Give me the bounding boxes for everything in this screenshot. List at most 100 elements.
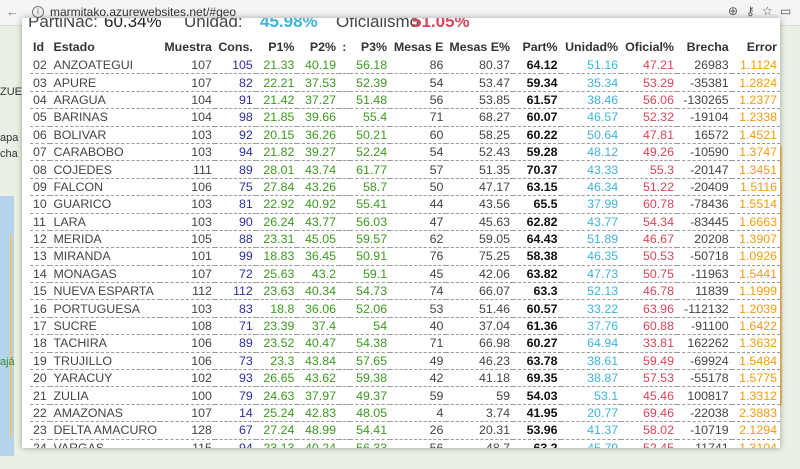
cell-part: 60.22 (513, 126, 561, 144)
cell-p3: 52.06 (349, 299, 391, 318)
table-row[interactable]: 08 COJEDES 111 89 28.01 43.74 61.77 57 51.35 70.3… (30, 160, 780, 179)
cell-p3: 54.41 (349, 421, 391, 440)
cell-oficial: 51.22 (621, 178, 677, 197)
unidad-value: 45.98% (260, 18, 318, 31)
cell-mesas-e: 47 (390, 213, 447, 231)
cell-id: 11 (30, 213, 51, 231)
table-row[interactable]: 17 SUCRE 108 71 23.39 37.4 54 40 37.04 61.36 37.76… (30, 317, 780, 336)
cell-mesas-e-pct: 52.43 (446, 143, 514, 162)
cell-brecha: 20208 (676, 230, 732, 249)
table-row[interactable]: 19 TRUJILLO 106 73 23.3 43.84 57.65 49 46.23 63.7… (30, 352, 780, 371)
cell-p3: 48.05 (349, 404, 391, 423)
header-muestra[interactable]: Muestra (164, 40, 212, 54)
header-p2[interactable]: P2% (309, 40, 336, 54)
cell-muestra: 104 (159, 91, 215, 110)
cell-mesas-e-pct: 80.37 (446, 57, 514, 75)
cast-icon[interactable]: ▭ (780, 4, 792, 18)
cell-mesas-e: 62 (390, 230, 447, 249)
header-p3[interactable]: P3% (360, 40, 388, 54)
cell-oficial: 53.29 (621, 73, 677, 92)
table-row[interactable]: 03 APURE 107 82 22.21 37.53 52.39 54 53.47 59.34 3… (30, 73, 780, 92)
cell-mesas-e-pct: 47.17 (446, 178, 514, 197)
header-oficial[interactable]: Oficial% (625, 40, 674, 54)
header-cons[interactable]: Cons. (218, 40, 253, 54)
cell-estado: CARABOBO (50, 143, 160, 162)
table-row[interactable]: 06 BOLIVAR 103 92 20.15 36.26 50.21 60 58.25 60.2… (30, 126, 780, 144)
cell-p1: 21.85 (255, 108, 298, 127)
cell-id: 17 (30, 317, 51, 336)
cell-sep (339, 213, 350, 231)
cell-part: 53.96 (513, 421, 561, 440)
header-mesas-e[interactable]: Mesas E (393, 40, 444, 54)
cell-muestra: 128 (159, 421, 215, 440)
table-row[interactable]: 23 DELTA AMACURO 128 67 27.24 48.99 54.41 26 20.… (30, 421, 780, 440)
cell-estado: BOLIVAR (50, 126, 160, 144)
cell-error: 1.3312 (731, 386, 780, 405)
table-row[interactable]: 09 FALCON 106 75 27.84 43.26 58.7 50 47.17 63.15 4… (30, 178, 780, 197)
cell-brecha: -11963 (676, 265, 732, 284)
cell-p1: 23.3 (255, 352, 298, 371)
header-p1[interactable]: P1% (268, 40, 295, 54)
cell-error: 1.1124 (731, 57, 780, 75)
cell-mesas-e-pct: 51.35 (446, 160, 514, 179)
info-icon[interactable]: i (32, 6, 44, 18)
table-row[interactable]: 14 MONAGAS 107 72 25.63 43.2 59.1 45 42.06 63.82 4… (30, 265, 780, 284)
header-part[interactable]: Part% (522, 40, 558, 54)
cell-mesas-e-pct: 48.7 (446, 439, 514, 448)
cell-error: 1.4521 (731, 126, 780, 144)
cell-muestra: 102 (159, 369, 215, 388)
cell-id: 02 (30, 57, 51, 75)
cell-oficial: 46.67 (621, 230, 677, 249)
header-id[interactable]: Id (33, 40, 45, 54)
table-row[interactable]: 13 MIRANDA 101 99 18.83 36.45 50.91 76 75.25 58.3… (30, 247, 780, 266)
table-row[interactable]: 07 CARABOBO 103 94 21.82 39.27 52.24 54 52.43 59.… (30, 143, 780, 162)
table-row[interactable]: 24 VARGAS 115 94 23.13 40.24 56.33 56 48.7 63.2 45… (30, 439, 780, 448)
cell-sep (339, 439, 350, 448)
cell-id: 06 (30, 126, 51, 144)
table-row[interactable]: 12 MERIDA 105 88 23.31 45.05 59.57 62 59.05 64.43… (30, 230, 780, 249)
cell-oficial: 58.02 (621, 421, 677, 440)
cell-brecha: -20409 (676, 178, 732, 197)
cell-brecha: -22038 (676, 404, 732, 423)
cell-p3: 50.91 (349, 247, 391, 266)
cell-part: 61.57 (513, 91, 561, 110)
cell-mesas-e-pct: 51.46 (446, 299, 514, 318)
cell-id: 21 (30, 386, 51, 405)
table-row[interactable]: 16 PORTUGUESA 103 83 18.8 36.06 52.06 53 51.46 60… (30, 299, 780, 318)
address-bar[interactable]: marmitako.azurewebsites.net/#geo (50, 5, 237, 19)
table-row[interactable]: 11 LARA 103 90 26.24 43.77 56.03 47 45.63 62.82 43… (30, 213, 780, 231)
table-row[interactable]: 20 YARACUY 102 93 26.65 43.62 59.38 42 41.18 69.3… (30, 369, 780, 388)
key-icon[interactable]: ⚷ (746, 4, 755, 18)
cell-oficial: 69.46 (621, 404, 677, 423)
header-error[interactable]: Error (746, 40, 777, 54)
zoom-icon[interactable]: ⊕ (728, 4, 739, 18)
header-mesas-e-pct[interactable]: Mesas E% (449, 40, 511, 54)
cell-muestra: 107 (159, 73, 215, 92)
cell-unidad: 43.33 (560, 160, 622, 179)
table-row[interactable]: 18 TACHIRA 106 89 23.52 40.47 54.38 71 66.98 60.2… (30, 334, 780, 353)
summary-bar: PartiNac: 60.34% Unidad: 45.98% Oficiali… (22, 18, 780, 34)
header-estado[interactable]: Estado (53, 40, 95, 54)
cell-p2: 36.45 (297, 247, 339, 266)
table-row[interactable]: 10 GUARICO 103 81 22.92 40.92 55.41 44 43.56 65.5… (30, 195, 780, 214)
back-icon[interactable]: ← (6, 4, 19, 19)
map-label: ajá (0, 356, 15, 368)
map-label: ZUE (0, 86, 22, 98)
cell-cons: 14 (214, 404, 256, 423)
table-row[interactable]: 15 NUEVA ESPARTA 112 112 23.63 40.34 54.73 74 66… (30, 282, 780, 301)
cell-mesas-e-pct: 66.98 (446, 334, 514, 353)
table-row[interactable]: 22 AMAZONAS 107 14 25.24 42.83 48.05 4 3.74 41.95… (30, 404, 780, 423)
header-unidad[interactable]: Unidad% (565, 40, 619, 54)
cell-cons: 99 (214, 247, 256, 266)
cell-p1: 23.63 (255, 282, 298, 301)
table-row[interactable]: 04 ARAGUA 104 91 21.42 37.27 51.48 56 53.85 61.57… (30, 91, 780, 110)
table-row[interactable]: 21 ZULIA 100 79 24.63 37.97 49.37 59 59 54.03 53.1… (30, 386, 780, 405)
table-row[interactable]: 05 BARINAS 104 98 21.85 39.66 55.4 71 68.27 60.07… (30, 108, 780, 127)
star-icon[interactable]: ☆ (762, 4, 773, 18)
table-row[interactable]: 02 ANZOATEGUI 107 105 21.33 40.19 56.18 86 80.37… (30, 57, 780, 75)
cell-p2: 48.99 (297, 421, 339, 440)
header-brecha[interactable]: Brecha (686, 40, 729, 54)
road-line (10, 236, 12, 436)
cell-error: 1.5775 (731, 369, 780, 388)
cell-mesas-e: 4 (390, 404, 447, 423)
